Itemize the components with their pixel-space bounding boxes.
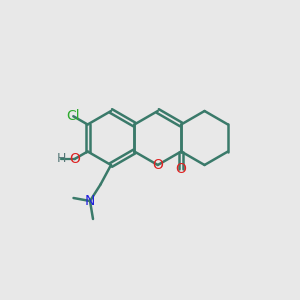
Text: O: O [176,163,187,176]
Text: O: O [69,152,80,166]
Text: O: O [152,158,163,172]
Text: H: H [56,152,66,166]
Text: Cl: Cl [67,109,80,123]
Text: N: N [85,194,95,208]
